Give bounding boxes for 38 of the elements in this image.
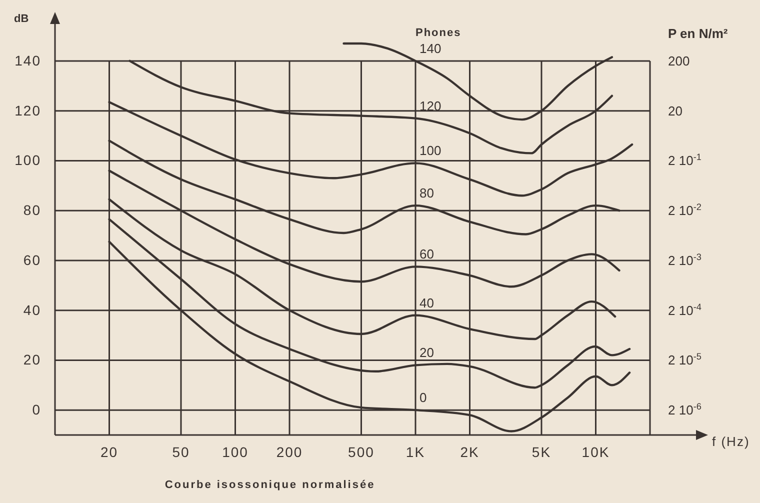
text: 2 10$^{-4}$	[668, 302, 702, 318]
x-tick-label: 20	[100, 444, 118, 460]
y-axis-title: dB	[14, 13, 29, 25]
y-tick-label: 100	[14, 152, 41, 168]
text: 2 10$^{-3}$	[668, 252, 702, 268]
text: 2 10$^{-1}$	[668, 152, 702, 168]
text: 2 10$^{-5}$	[668, 352, 702, 368]
text: 200	[668, 53, 690, 68]
text: 20	[668, 103, 682, 118]
x-tick-label: 2K	[460, 444, 480, 460]
y-tick-label: 60	[23, 252, 41, 268]
y-tick-label: 120	[14, 102, 41, 118]
x-axis-title: f (Hz)	[712, 434, 750, 449]
x-tick-label: 100	[222, 444, 248, 460]
series-label: 140	[419, 40, 442, 56]
x-tick-label: 500	[348, 444, 374, 460]
y-tick-label: 80	[23, 202, 41, 218]
y2-axis-title: P en N/m²	[668, 26, 728, 41]
series-label: 100	[419, 143, 442, 158]
y-tick-label: 140	[14, 52, 41, 68]
x-tick-label: 10K	[582, 444, 610, 460]
x-tick-label: 50	[172, 444, 190, 460]
series-label: 60	[419, 246, 434, 262]
legend-title: Phones	[415, 27, 462, 39]
series-label: 120	[419, 98, 442, 114]
series-label: 0	[419, 390, 427, 406]
y-tick-label: 0	[32, 402, 41, 418]
series-label: 20	[419, 345, 434, 360]
text: 2 10$^{-6}$	[668, 402, 702, 418]
y-tick-label: 20	[23, 352, 41, 368]
series-label: 80	[419, 186, 434, 201]
text: 2 10$^{-2}$	[668, 202, 702, 218]
series-label: 40	[419, 295, 434, 310]
y-tick-label: 40	[23, 302, 41, 318]
x-tick-label: 1K	[406, 444, 426, 460]
text: Courbe isossonique normalisée	[164, 479, 376, 491]
x-tick-label: 200	[276, 444, 303, 460]
x-tick-label: 5K	[532, 444, 552, 460]
